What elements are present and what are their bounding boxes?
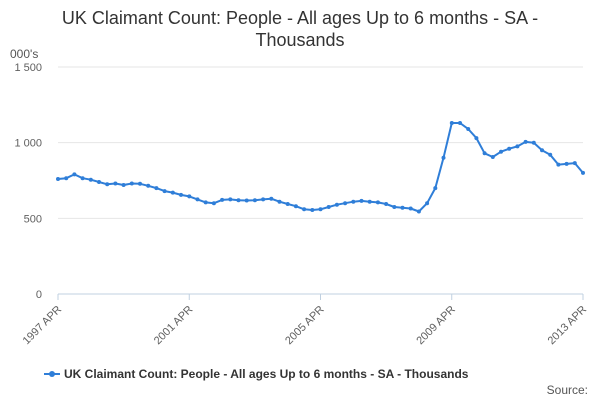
data-point[interactable] (474, 136, 479, 141)
x-tick-label: 2009 APR (414, 304, 458, 348)
y-axis-ticks: 0 500 1 000 1 500 (14, 62, 42, 301)
x-axis-ticks: 1997 APR 2001 APR 2005 APR 2009 APR 2013 APR (21, 294, 590, 348)
data-point[interactable] (129, 181, 134, 186)
legend-label: UK Claimant Count: People - All ages Up … (64, 367, 469, 381)
data-point[interactable] (105, 182, 110, 187)
data-point[interactable] (499, 149, 503, 154)
data-point[interactable] (458, 121, 462, 125)
data-point[interactable] (170, 190, 175, 195)
data-point[interactable] (375, 200, 380, 205)
data-point[interactable] (359, 198, 364, 203)
data-point[interactable] (441, 155, 446, 160)
chart-title-line-2: Thousands (255, 30, 344, 50)
x-tick-label: 1997 APR (21, 304, 65, 348)
data-point[interactable] (179, 192, 183, 197)
data-point[interactable] (367, 199, 372, 204)
chart-title-line-1: UK Claimant Count: People - All ages Up … (62, 8, 538, 28)
data-point[interactable] (507, 146, 512, 151)
data-point[interactable] (334, 202, 339, 207)
data-point[interactable] (523, 139, 528, 144)
data-point[interactable] (277, 199, 282, 204)
data-point[interactable] (408, 206, 413, 211)
x-tick-label: 2001 APR (152, 304, 196, 348)
data-point[interactable] (416, 209, 421, 214)
data-point[interactable] (285, 202, 290, 206)
legend[interactable]: UK Claimant Count: People - All ages Up … (44, 367, 469, 381)
data-point[interactable] (154, 186, 159, 191)
data-point[interactable] (581, 170, 585, 175)
data-point[interactable] (88, 177, 93, 182)
data-point[interactable] (343, 201, 348, 206)
x-tick-label: 2013 APR (546, 304, 590, 348)
data-point[interactable] (121, 183, 126, 187)
data-point[interactable] (187, 194, 192, 199)
source-label: Source: (547, 383, 588, 397)
legend-marker-icon (49, 371, 55, 377)
y-tick-label: 1 000 (14, 138, 42, 150)
data-point[interactable] (56, 177, 60, 181)
data-point[interactable] (400, 205, 405, 210)
y-tick-label: 1 500 (14, 62, 42, 74)
data-point[interactable] (326, 205, 331, 209)
data-point[interactable] (236, 198, 241, 203)
data-point[interactable] (490, 155, 495, 159)
data-point[interactable] (548, 152, 553, 157)
data-point[interactable] (466, 127, 471, 131)
data-point[interactable] (293, 204, 298, 209)
data-point[interactable] (203, 200, 208, 205)
data-point[interactable] (162, 189, 167, 194)
data-point[interactable] (556, 162, 561, 167)
data-point[interactable] (211, 201, 216, 206)
data-point[interactable] (310, 208, 315, 212)
data-point[interactable] (113, 181, 118, 186)
series-layer (56, 121, 585, 214)
data-point[interactable] (351, 199, 356, 204)
data-point[interactable] (449, 121, 454, 125)
y-tick-label: 500 (24, 213, 42, 225)
data-point[interactable] (220, 197, 225, 202)
data-point[interactable] (531, 140, 536, 145)
y-tick-label: 0 (36, 289, 42, 301)
x-tick-label: 2005 APR (283, 304, 327, 348)
data-point[interactable] (97, 180, 101, 184)
data-point[interactable] (261, 197, 266, 202)
data-point[interactable] (146, 183, 151, 188)
gridlines (58, 66, 583, 219)
data-point[interactable] (318, 207, 323, 212)
data-point[interactable] (195, 197, 200, 202)
data-point[interactable] (564, 161, 569, 166)
data-point[interactable] (228, 197, 233, 202)
data-point[interactable] (425, 201, 430, 206)
data-point[interactable] (482, 151, 487, 156)
y-axis-unit-label: 000's (10, 47, 38, 61)
data-point[interactable] (138, 181, 142, 186)
data-point[interactable] (244, 198, 249, 203)
data-point[interactable] (80, 176, 85, 181)
data-point[interactable] (540, 148, 544, 153)
data-point[interactable] (384, 202, 389, 206)
data-point[interactable] (64, 176, 69, 181)
data-point[interactable] (392, 205, 397, 209)
data-point[interactable] (515, 144, 520, 149)
data-point[interactable] (572, 161, 577, 166)
data-point[interactable] (72, 172, 77, 177)
series-line (57, 122, 584, 213)
data-point[interactable] (269, 196, 274, 201)
data-point[interactable] (302, 207, 307, 212)
data-point[interactable] (252, 198, 257, 203)
data-point[interactable] (433, 186, 438, 191)
